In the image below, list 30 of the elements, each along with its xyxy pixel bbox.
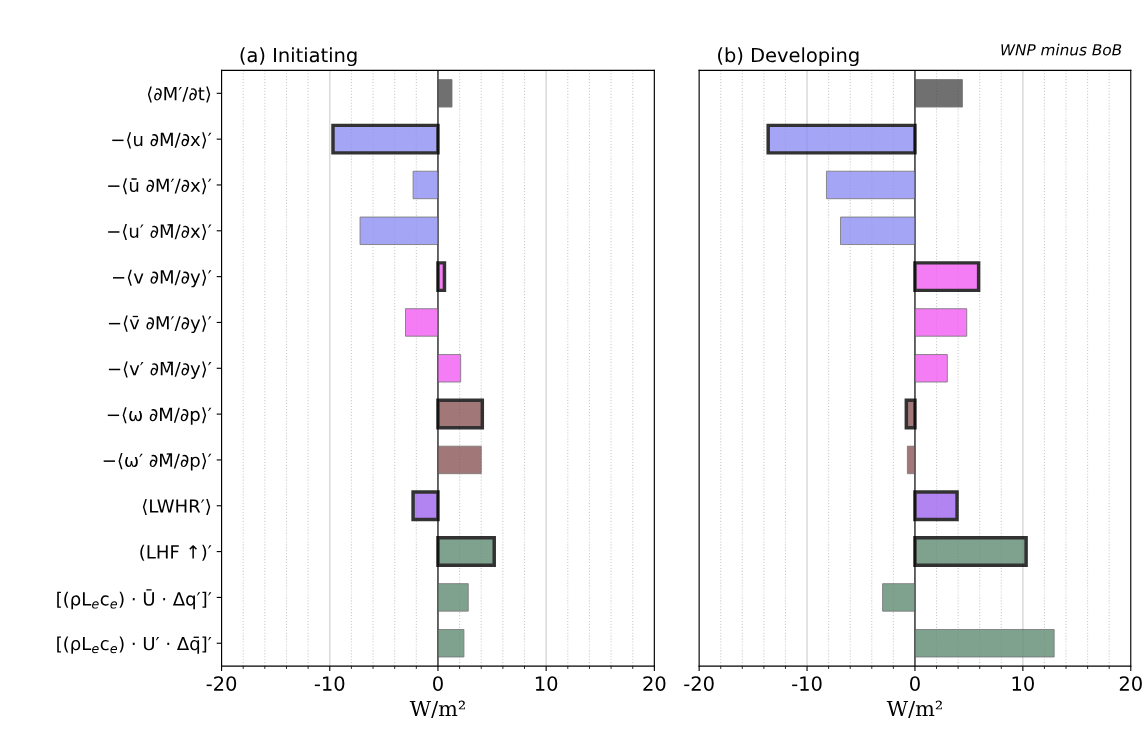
x-axis-title: W/m² (409, 700, 465, 719)
y-tick-label: −⟨u ∂M/∂x⟩′ (112, 132, 212, 149)
bar (437, 79, 453, 108)
x-tick-label: -10 (792, 676, 822, 691)
y-tick-label: −⟨v ∂M/∂y⟩′ (112, 269, 212, 288)
x-tick-label: 0 (910, 676, 920, 691)
y-tick-label: −⟨v̄ ∂M′/∂y⟩′ (108, 315, 212, 334)
x-tick-label: -20 (206, 676, 237, 691)
x-tick-label: 20 (1119, 676, 1142, 691)
y-tick-label: −⟨ū ∂M′/∂x⟩′ (108, 178, 212, 195)
x-tick-label: 0 (433, 676, 443, 691)
y-tick-label: [(ρL$_{e}$c$_{e}$) · U′ · Δq̄]′ (57, 636, 212, 654)
y-tick-label: [(ρL$_{e}$c$_{e}$) · Ū · Δq′]′ (57, 589, 212, 610)
y-tick-label: ⟨LWHR′⟩ (142, 498, 211, 515)
y-tick-label: −⟨u′ ∂M̄/∂x⟩′ (108, 223, 212, 241)
chart-title: (b) Developing (718, 47, 859, 67)
x-tick-label: -20 (684, 676, 714, 691)
chart-title: (a) Initiating (240, 47, 357, 67)
x-tick-label: 10 (535, 676, 558, 691)
y-tick-label: ⟨∂M′/∂t⟩ (147, 86, 211, 103)
y-tick-label: −⟨v′ ∂M̄/∂y⟩′ (108, 361, 212, 379)
x-axis-title: W/m² (886, 700, 942, 719)
x-tick-label: -10 (314, 676, 345, 691)
bar (914, 79, 963, 108)
y-tick-label: −⟨ω ∂M/∂p⟩′ (107, 407, 212, 425)
y-tick-label: −⟨ω′ ∂M̄/∂p⟩′ (103, 453, 212, 471)
y-tick-label: (LHF ↑)′ (140, 544, 212, 561)
text: WNP minus BoB (1001, 43, 1122, 56)
x-tick-label: 10 (1012, 676, 1034, 691)
x-tick-label: 20 (643, 676, 666, 691)
